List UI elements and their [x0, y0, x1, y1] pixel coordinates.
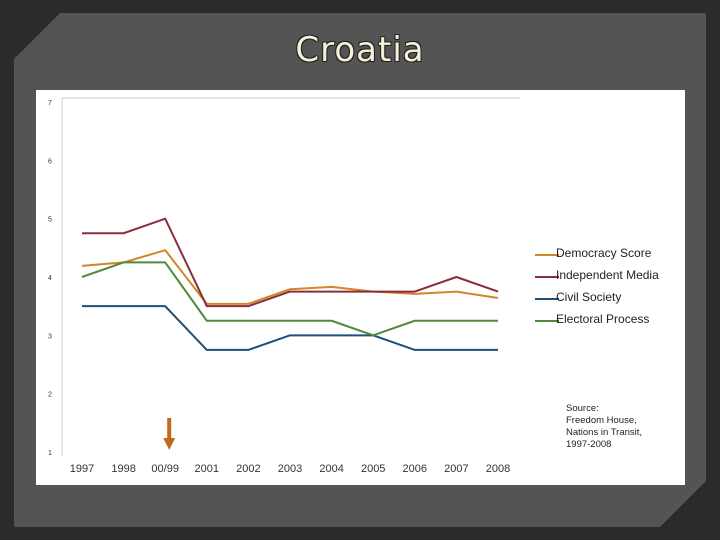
chart-axes: 1 2 3 4 5 6 7 1997 1998 00/99 2001 2002 2003 2004 2005… [48, 97, 520, 475]
annotation-layer [163, 418, 176, 450]
legend-item: Electoral Process [535, 311, 685, 333]
source-line: Freedom House, [566, 415, 637, 426]
series-line-electoral-process [81, 261, 498, 337]
x-tick-label: 2001 [195, 463, 219, 475]
legend-label: Civil Society [556, 290, 622, 304]
x-tick-label: 2007 [444, 463, 468, 475]
y-tick-label: 2 [48, 392, 52, 399]
series-line-civil-society [82, 305, 498, 351]
legend-label: Independent Media [556, 268, 659, 282]
series-line-independent-media [82, 217, 499, 308]
source-line: Source: [566, 403, 599, 414]
chart-legend: Democracy Score Independent Media Civil So… [535, 245, 685, 333]
legend-item: Independent Media [535, 267, 685, 289]
legend-swatch [535, 298, 559, 300]
legend-label: Democracy Score [556, 246, 652, 260]
source-line: 1997-2008 [566, 439, 612, 450]
x-tick-label: 2003 [278, 463, 302, 475]
y-tick-label: 3 [48, 333, 52, 340]
y-tick-label: 4 [48, 275, 52, 282]
legend-swatch [535, 276, 559, 278]
x-tick-label: 2005 [361, 463, 385, 475]
legend-label: Electoral Process [556, 312, 650, 326]
down-arrow-icon [163, 418, 176, 450]
source-line: Nations in Transit, [566, 427, 643, 438]
source-note: Source: Freedom House, Nations in Transi… [566, 403, 678, 451]
line-chart: 1 2 3 4 5 6 7 1997 1998 00/99 2001 2002 2003 2004 2005… [48, 97, 520, 475]
y-tick-label: 6 [48, 158, 52, 165]
x-tick-label: 1997 [70, 463, 94, 475]
x-tick-label: 2006 [403, 463, 427, 475]
legend-swatch [535, 254, 559, 256]
x-tick-label: 1998 [111, 463, 135, 475]
y-tick-label: 7 [48, 100, 52, 107]
y-tick-label: 1 [48, 450, 52, 457]
x-tick-label: 2004 [319, 463, 343, 475]
series-line-democracy-score [81, 249, 499, 305]
chart-panel: 1 2 3 4 5 6 7 1997 1998 00/99 2001 2002 2003 2004 2005… [36, 90, 685, 485]
legend-item: Democracy Score [535, 245, 685, 267]
legend-item: Civil Society [535, 289, 685, 311]
slide-title: Croatia [295, 30, 425, 70]
x-tick-label: 2002 [236, 463, 260, 475]
series-layer [81, 217, 499, 351]
x-tick-label: 00/99 [151, 463, 179, 475]
y-tick-label: 5 [48, 217, 52, 224]
x-tick-label: 2008 [486, 463, 510, 475]
legend-swatch [535, 320, 559, 322]
